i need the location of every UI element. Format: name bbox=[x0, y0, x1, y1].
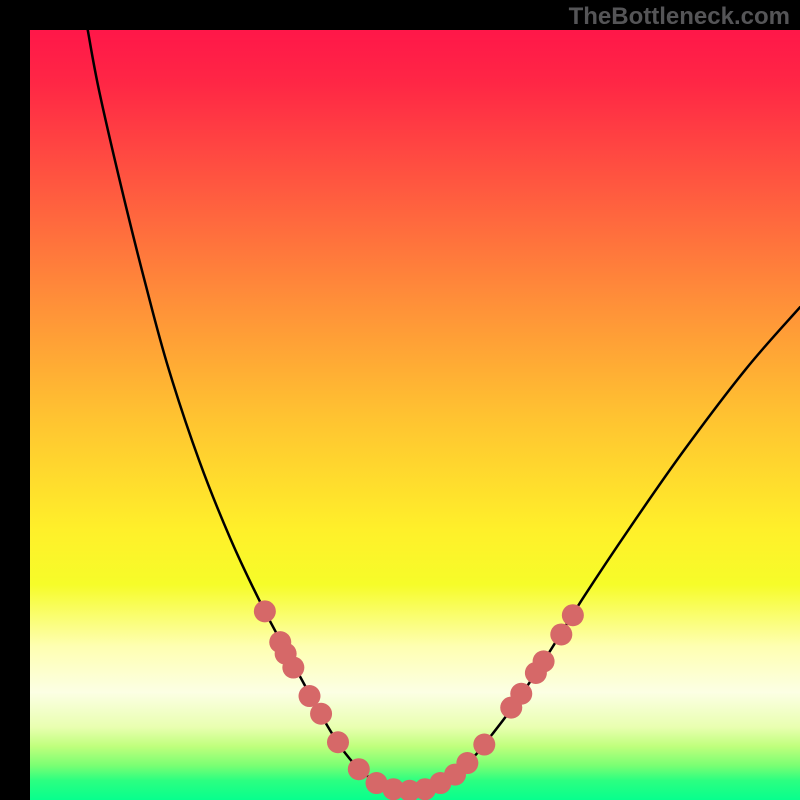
data-point-marker bbox=[310, 703, 332, 725]
watermark-text: TheBottleneck.com bbox=[569, 3, 790, 31]
data-point-marker bbox=[282, 657, 304, 679]
bottleneck-curve bbox=[88, 30, 800, 791]
chart-overlay-svg bbox=[30, 30, 800, 800]
plot-area bbox=[30, 30, 800, 800]
data-point-marker bbox=[327, 731, 349, 753]
chart-container: TheBottleneck.com bbox=[0, 0, 800, 800]
data-point-marker bbox=[254, 600, 276, 622]
data-point-marker bbox=[562, 604, 584, 626]
data-point-marker bbox=[348, 758, 370, 780]
data-point-marker bbox=[533, 650, 555, 672]
data-point-marker bbox=[550, 623, 572, 645]
data-point-marker bbox=[473, 734, 495, 756]
data-point-marker bbox=[456, 752, 478, 774]
data-point-marker bbox=[510, 683, 532, 705]
